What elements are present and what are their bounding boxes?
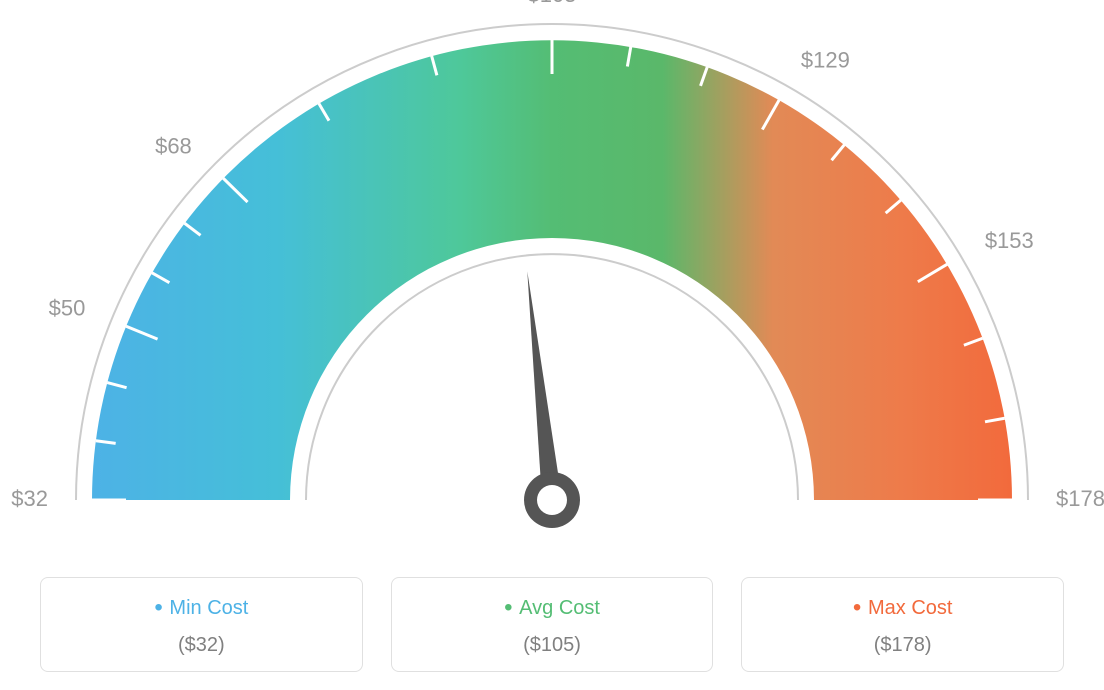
legend-card-max: Max Cost ($178) bbox=[741, 577, 1064, 672]
scale-label: $153 bbox=[985, 228, 1034, 253]
scale-label: $68 bbox=[155, 133, 192, 158]
legend-min-label: Min Cost bbox=[51, 594, 352, 622]
legend-max-label: Max Cost bbox=[752, 594, 1053, 622]
scale-label: $129 bbox=[801, 48, 850, 73]
legend-card-min: Min Cost ($32) bbox=[40, 577, 363, 672]
scale-label: $105 bbox=[528, 0, 577, 7]
cost-gauge: $32 $50 $68 $105 $129 $153 $178 bbox=[0, 0, 1104, 560]
legend-row: Min Cost ($32) Avg Cost ($105) Max Cost … bbox=[40, 577, 1064, 672]
scale-label: $178 bbox=[1056, 486, 1104, 511]
legend-min-value: ($32) bbox=[51, 634, 352, 657]
gauge-needle bbox=[527, 271, 562, 501]
scale-label: $32 bbox=[11, 486, 48, 511]
scale-label: $50 bbox=[49, 296, 86, 321]
legend-max-value: ($178) bbox=[752, 634, 1053, 657]
legend-card-avg: Avg Cost ($105) bbox=[391, 577, 714, 672]
legend-avg-label: Avg Cost bbox=[402, 594, 703, 622]
legend-avg-value: ($105) bbox=[402, 634, 703, 657]
